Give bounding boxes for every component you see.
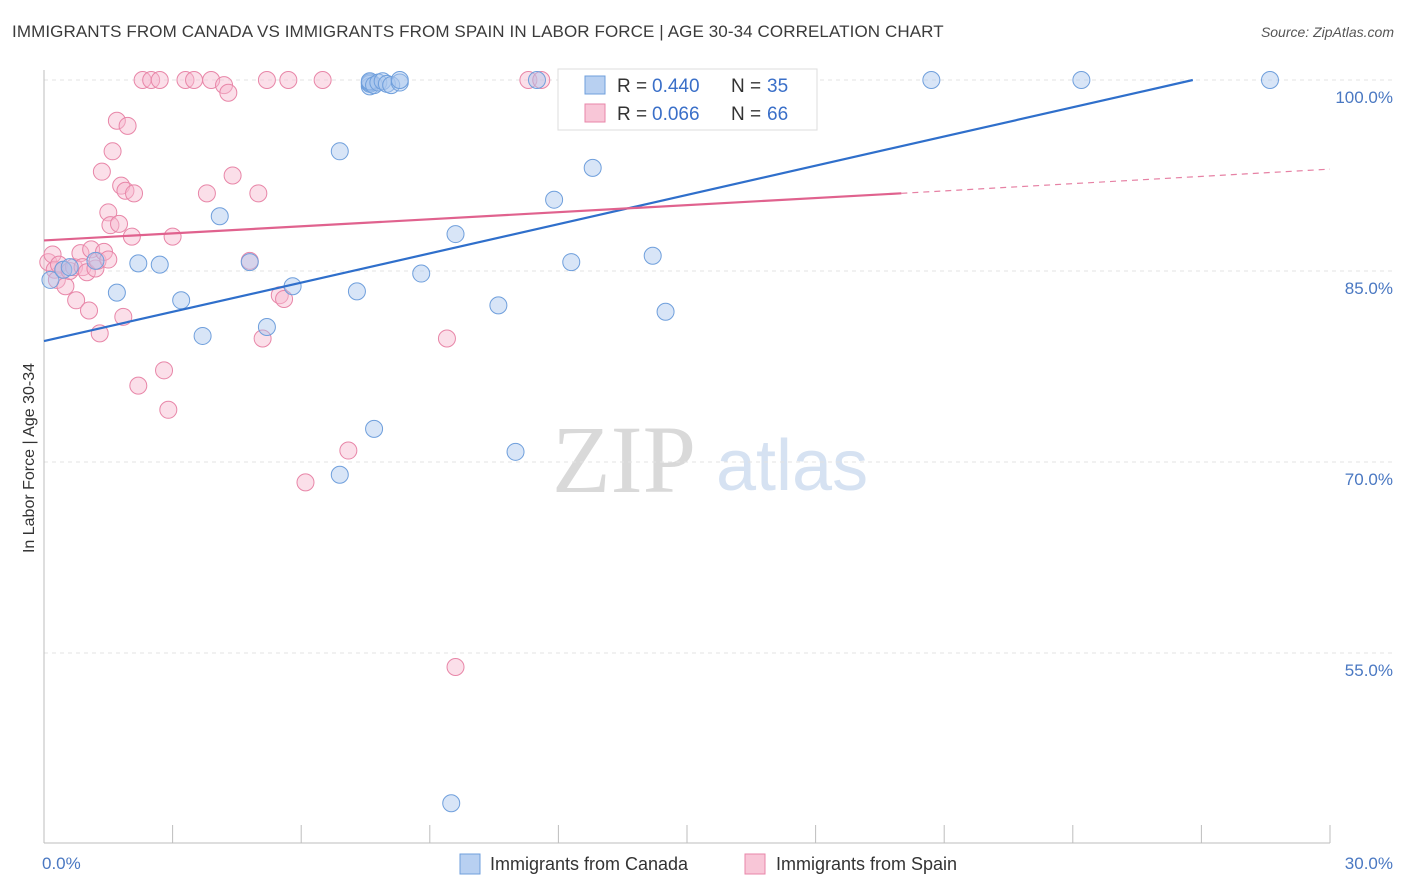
canada-point-33 — [527, 71, 546, 89]
spain-point-57 — [446, 658, 465, 677]
spain-point-31 — [125, 184, 144, 203]
canada-point-30 — [446, 225, 465, 244]
spain-point-1 — [43, 245, 62, 264]
spain-point-25 — [110, 214, 129, 233]
spain-point-32 — [129, 376, 148, 395]
spain-point-15 — [86, 259, 105, 278]
spain-point-53 — [296, 473, 315, 492]
chart-source: Source: ZipAtlas.com — [1260, 24, 1394, 40]
canada-point-3 — [86, 251, 105, 270]
grid-lines — [44, 79, 1394, 654]
spain-point-29 — [118, 116, 137, 135]
spain-trend-extension — [901, 168, 1331, 194]
canada-point-34 — [545, 190, 564, 209]
stats-legend: R = 0.440 N = 35 R = 0.066 N = 66 — [557, 68, 818, 131]
spain-point-23 — [103, 142, 122, 161]
legend-label-canada: Immigrants from Canada — [490, 854, 689, 874]
canada-point-41 — [1072, 71, 1091, 89]
canada-trend-line — [43, 78, 1194, 343]
canada-point-4 — [107, 283, 126, 302]
spain-point-52 — [279, 71, 298, 89]
spain-point-44 — [219, 83, 238, 102]
canada-point-14 — [330, 142, 349, 161]
canada-point-0 — [41, 270, 60, 289]
canada-point-5 — [129, 254, 148, 273]
canada-point-10 — [240, 253, 259, 272]
legend-swatch-canada — [459, 853, 481, 875]
canada-point-27 — [390, 71, 409, 89]
legend-label-spain: Immigrants from Spain — [776, 854, 957, 874]
series-legend: Immigrants from Canada Immigrants from S… — [459, 853, 957, 875]
spain-point-37 — [159, 400, 178, 419]
stats-swatch-spain — [584, 103, 606, 123]
stats-n-value-spain: 66 — [767, 104, 788, 125]
x-tick-label-min: 0.0% — [42, 854, 81, 873]
spain-point-36 — [155, 361, 174, 380]
canada-point-37 — [643, 246, 662, 265]
y-tick-label-2: 70.0% — [1345, 470, 1393, 489]
spain-point-24 — [107, 111, 126, 130]
spain-point-55 — [339, 441, 358, 460]
canada-point-42 — [1260, 71, 1279, 89]
spain-point-35 — [150, 71, 169, 89]
stats-swatch-canada — [584, 75, 606, 95]
spain-point-59 — [532, 71, 551, 89]
spain-point-47 — [249, 184, 268, 203]
canada-point-11 — [257, 318, 276, 337]
canada-point-13 — [330, 465, 349, 484]
canada-point-15 — [347, 282, 366, 301]
y-tick-label-1: 85.0% — [1345, 279, 1393, 298]
canada-point-31 — [489, 296, 508, 315]
y-axis-label: In Labor Force | Age 30-34 — [21, 363, 38, 553]
stats-n-label-canada: N = — [731, 76, 766, 97]
x-axis-ticks — [43, 825, 1331, 843]
watermark-zip: ZIP — [552, 406, 696, 513]
stats-r-label-spain: R = — [617, 104, 652, 125]
spain-point-6 — [56, 277, 75, 296]
chart-title: IMMIGRANTS FROM CANADA VS IMMIGRANTS FRO… — [12, 22, 944, 41]
canada-point-26 — [365, 419, 384, 438]
canada-point-9 — [210, 207, 229, 226]
x-tick-label-max: 30.0% — [1345, 854, 1393, 873]
spain-point-41 — [197, 184, 216, 203]
spain-point-51 — [275, 290, 294, 309]
stats-n-value-canada: 35 — [767, 76, 788, 97]
canada-point-38 — [656, 302, 675, 321]
spain-point-38 — [163, 227, 182, 246]
spain-point-9 — [67, 291, 86, 310]
stats-r-label-canada: R = — [617, 76, 652, 97]
spain-point-45 — [223, 166, 242, 185]
canada-point-2 — [60, 258, 79, 277]
canada-point-40 — [922, 71, 941, 89]
watermark-atlas: atlas — [716, 426, 868, 506]
spain-point-56 — [437, 329, 456, 348]
canada-point-8 — [193, 326, 212, 345]
spain-trend-line — [43, 192, 902, 242]
stats-n-label-spain: N = — [731, 104, 766, 125]
spain-point-21 — [99, 250, 118, 269]
spain-point-18 — [92, 162, 111, 181]
stats-r-value-canada: 0.440 — [652, 76, 700, 97]
series-spain-points — [39, 71, 761, 677]
canada-point-7 — [172, 291, 191, 310]
spain-point-40 — [185, 71, 204, 89]
legend-swatch-spain — [744, 853, 766, 875]
stats-r-value-spain: 0.066 — [652, 104, 700, 125]
canada-point-36 — [583, 158, 602, 177]
canada-point-32 — [506, 442, 525, 461]
y-tick-labels: 100.0% 85.0% 70.0% 55.0% — [1335, 88, 1393, 680]
y-tick-label-0: 100.0% — [1335, 88, 1393, 107]
spain-point-54 — [313, 71, 332, 89]
trend-lines — [43, 78, 1331, 343]
y-tick-label-3: 55.0% — [1345, 661, 1393, 680]
canada-point-28 — [412, 264, 431, 283]
canada-point-6 — [150, 255, 169, 274]
spain-point-13 — [80, 301, 99, 320]
canada-point-35 — [562, 253, 581, 272]
spain-point-10 — [71, 244, 90, 263]
spain-point-48 — [257, 71, 276, 89]
spain-point-49 — [253, 329, 272, 348]
canada-point-29 — [442, 794, 461, 813]
